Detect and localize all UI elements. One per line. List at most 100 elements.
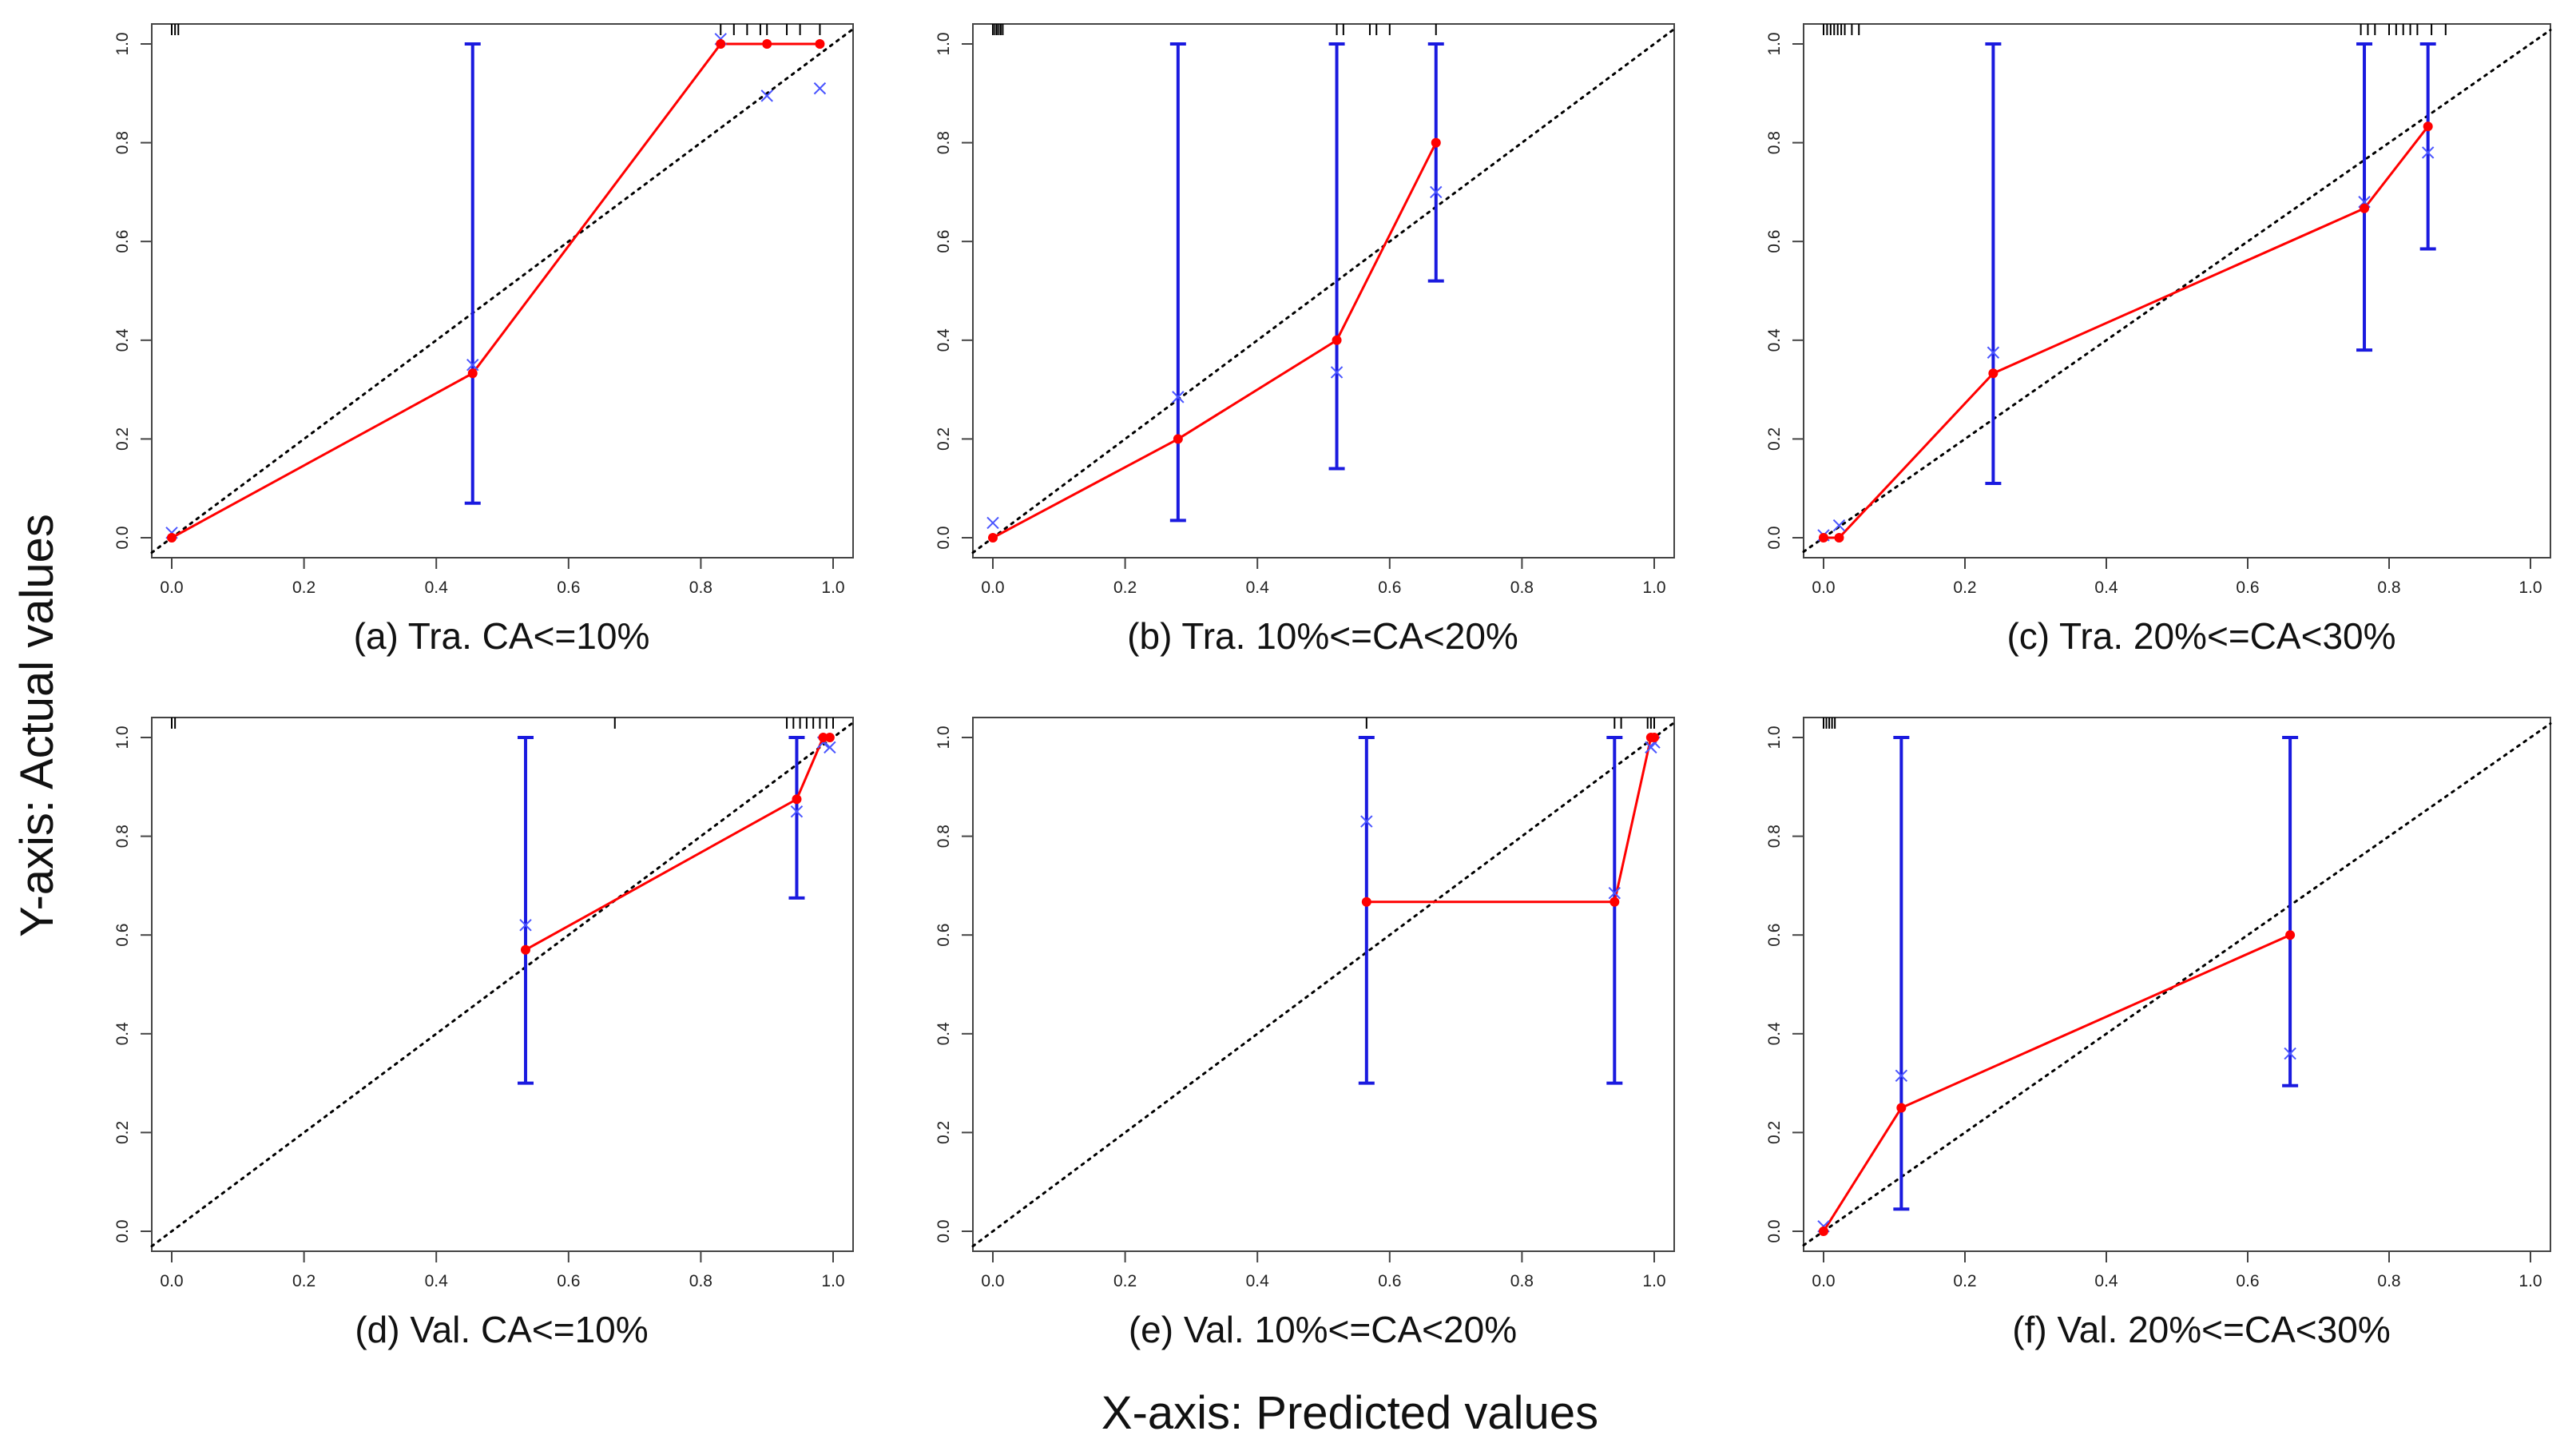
x-tick-label: 0.2 <box>1953 578 1976 597</box>
x-tick-label: 1.0 <box>2518 578 2542 597</box>
error-bar <box>464 42 481 505</box>
bias-corrected-marker <box>519 919 532 932</box>
y-tick-label: 0.2 <box>1765 1121 1784 1144</box>
x-tick-label: 0.0 <box>160 1272 183 1290</box>
y-tick-label: 0.6 <box>113 230 132 253</box>
bias-corrected-marker <box>1608 886 1621 900</box>
panel-title: (d) Val. CA<=10% <box>355 1309 648 1350</box>
calibration-line <box>992 141 1438 539</box>
y-tick-label: 1.0 <box>935 32 953 55</box>
x-tick-label: 0.2 <box>1953 1272 1976 1290</box>
y-tick-label: 0.8 <box>935 131 953 154</box>
x-tick-label: 0.0 <box>1812 578 1835 597</box>
x-axis-title: X-axis: Predicted values <box>1101 1387 1598 1439</box>
y-tick-label: 0.2 <box>113 1121 132 1144</box>
y-tick-label: 1.0 <box>1765 32 1784 55</box>
bias-corrected-marker <box>2421 146 2435 159</box>
y-tick-label: 0.4 <box>1765 1022 1784 1046</box>
calibration-panel-c: 0.0 0.2 0.4 0.6 0.8 1.0 0.0 0.2 0.4 0.6 0.8 1.0 (c) … <box>1765 23 2552 657</box>
x-tick-label: 0.8 <box>689 578 712 597</box>
error-bar <box>1358 736 1375 1085</box>
calibration-line <box>1822 933 2291 1232</box>
y-tick-label: 0.4 <box>935 1022 953 1046</box>
y-tick-label: 1.0 <box>113 726 132 749</box>
y-tick-label: 1.0 <box>113 32 132 55</box>
x-tick-label: 0.8 <box>2377 578 2400 597</box>
observed-point <box>2285 930 2296 940</box>
y-tick-label: 0.0 <box>113 526 132 549</box>
y-tick-label: 0.8 <box>113 131 132 154</box>
x-tick-label: 0.2 <box>292 1272 316 1290</box>
error-bar <box>1328 42 1345 471</box>
x-tick-label: 0.8 <box>1510 578 1534 597</box>
x-tick-label: 0.0 <box>981 578 1004 597</box>
observed-point <box>1819 533 1828 543</box>
bias-corrected-marker <box>1895 1069 1908 1083</box>
x-tick-label: 0.0 <box>160 578 183 597</box>
panels: 0.0 0.2 0.4 0.6 0.8 1.0 0.0 0.2 0.4 0.6 0.8 1.0 (a) … <box>113 23 2552 1350</box>
x-tick-label: 0.2 <box>1113 578 1137 597</box>
x-tick-label: 0.8 <box>1510 1272 1534 1290</box>
calibration-line <box>525 736 830 952</box>
y-tick-label: 0.4 <box>113 328 132 352</box>
panel-title: (b) Tra. 10%<=CA<20% <box>1127 615 1518 657</box>
y-tick-label: 0.2 <box>935 427 953 451</box>
x-tick-label: 0.2 <box>292 578 316 597</box>
bias-corrected-marker <box>1172 391 1185 403</box>
observed-point <box>824 733 835 742</box>
calibration-line <box>1366 736 1654 904</box>
y-tick-label: 0.8 <box>935 825 953 848</box>
x-tick-label: 1.0 <box>1642 578 1665 597</box>
calibration-line <box>1824 125 2429 539</box>
x-tick-label: 1.0 <box>2518 1272 2542 1290</box>
y-tick-label: 0.0 <box>1765 1219 1784 1242</box>
bias-corrected-marker <box>1832 519 1846 532</box>
bias-corrected-marker <box>466 358 479 372</box>
x-tick-label: 0.4 <box>1246 578 1270 597</box>
ideal-reference-line <box>150 27 855 555</box>
observed-point <box>1834 533 1844 543</box>
bias-corrected-marker <box>760 89 773 102</box>
observed-point <box>1896 1103 1907 1113</box>
x-tick-label: 1.0 <box>821 578 844 597</box>
x-tick-label: 0.6 <box>1378 578 1401 597</box>
x-tick-label: 0.8 <box>2377 1272 2400 1290</box>
observed-point <box>1173 434 1183 444</box>
y-tick-label: 1.0 <box>935 726 953 749</box>
x-tick-label: 0.4 <box>1246 1272 1270 1290</box>
plot-frame <box>972 717 1675 1252</box>
x-tick-label: 0.8 <box>689 1272 712 1290</box>
plot-frame <box>972 23 1675 559</box>
bias-corrected-marker <box>1330 366 1344 379</box>
y-tick-label: 0.4 <box>1765 328 1784 352</box>
x-tick-label: 1.0 <box>1642 1272 1665 1290</box>
bias-corrected-marker <box>1430 185 1443 199</box>
y-tick-label: 0.0 <box>1765 526 1784 549</box>
y-tick-label: 0.6 <box>1765 230 1784 253</box>
error-bar <box>1427 42 1444 283</box>
y-tick-label: 0.2 <box>935 1121 953 1144</box>
y-tick-label: 0.6 <box>935 230 953 253</box>
x-tick-label: 1.0 <box>821 1272 844 1290</box>
x-tick-label: 0.6 <box>1378 1272 1401 1290</box>
panel-title: (e) Val. 10%<=CA<20% <box>1129 1309 1517 1350</box>
y-axis-title: Y-axis: Actual values <box>11 514 63 937</box>
panel-title: (c) Tra. 20%<=CA<30% <box>2006 615 2395 657</box>
x-tick-label: 0.6 <box>557 578 580 597</box>
y-tick-label: 0.6 <box>1765 924 1784 947</box>
observed-point <box>1988 368 1998 379</box>
observed-point <box>988 533 998 543</box>
y-tick-label: 0.4 <box>113 1022 132 1046</box>
bias-corrected-marker <box>2284 1047 2296 1060</box>
calibration-panel-a: 0.0 0.2 0.4 0.6 0.8 1.0 0.0 0.2 0.4 0.6 0.8 1.0 (a) … <box>113 23 855 657</box>
panel-title: (a) Tra. CA<=10% <box>354 615 650 657</box>
x-tick-label: 0.4 <box>2094 1272 2118 1290</box>
error-bar <box>2282 736 2299 1087</box>
x-tick-label: 0.4 <box>425 578 449 597</box>
error-bar <box>788 736 805 900</box>
y-tick-label: 0.2 <box>113 427 132 451</box>
x-tick-label: 0.4 <box>425 1272 449 1290</box>
ideal-reference-line <box>971 721 1676 1248</box>
ideal-reference-line <box>971 27 1676 555</box>
